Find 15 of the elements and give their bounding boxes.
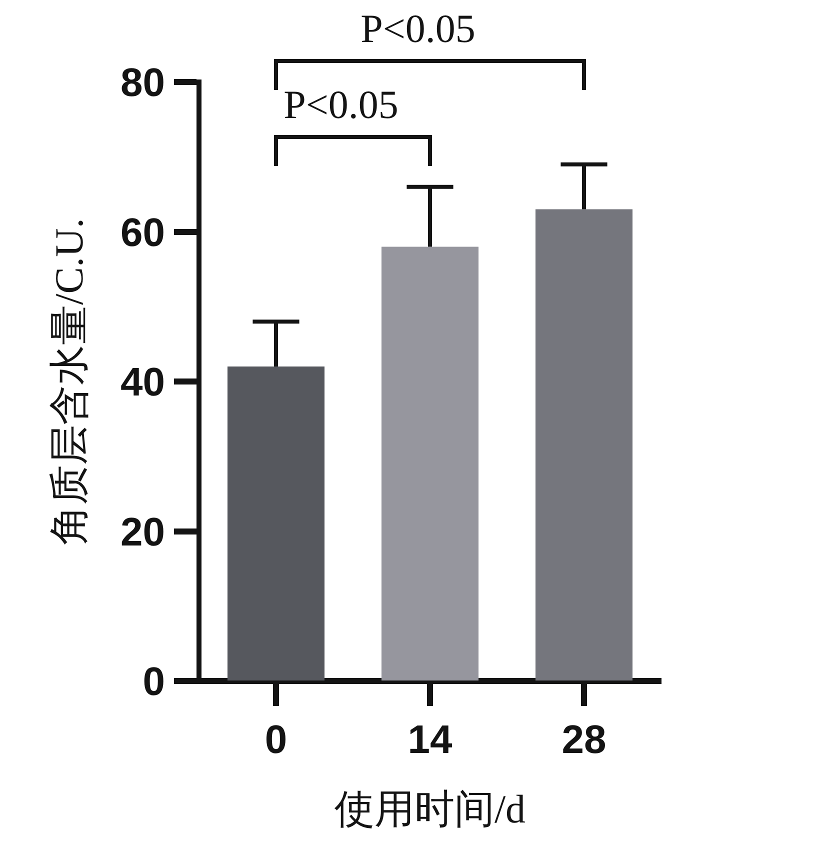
x-tick-label: 14	[408, 718, 453, 762]
y-tick-label: 80	[120, 61, 165, 106]
y-tick-label: 40	[120, 360, 165, 405]
y-axis-title: 角质层含水量/C.U.	[46, 218, 92, 545]
y-tick-label: 0	[142, 660, 165, 704]
bar	[381, 246, 479, 680]
bar	[535, 209, 633, 680]
x-tick-label: 0	[264, 718, 288, 762]
x-tick-label: 28	[562, 718, 606, 762]
bar	[227, 366, 325, 680]
y-tick-label: 20	[120, 510, 165, 554]
annotation: P<0.05	[284, 82, 398, 127]
y-tick-label: 60	[120, 210, 165, 255]
x-axis-title: 使用时间/d	[334, 786, 526, 832]
text: P<0.05	[360, 6, 476, 51]
